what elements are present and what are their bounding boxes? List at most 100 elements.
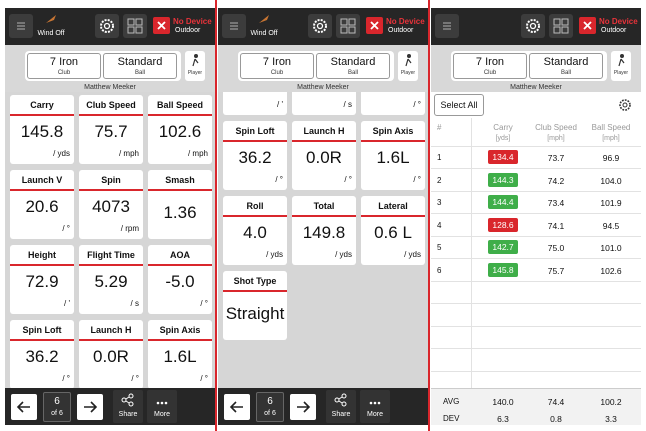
wind-icon[interactable]: [256, 11, 272, 27]
metric-tile[interactable]: Spin Axis 1.6L / °: [148, 320, 212, 388]
menu-button[interactable]: [435, 14, 459, 38]
metric-unit: / rpm: [120, 224, 139, 233]
previous-button[interactable]: [224, 394, 250, 420]
summary-footer: AVG 140.0 74.4 100.2 DEV 6.3 0.8 3.3: [431, 388, 641, 425]
metric-tile[interactable]: Smash 1.36: [148, 170, 212, 239]
more-label: More: [367, 411, 383, 418]
wind-icon[interactable]: [43, 11, 59, 27]
table-row-divider: [431, 168, 641, 169]
metric-tile[interactable]: Spin Loft 36.2/ °: [10, 320, 74, 388]
player-button[interactable]: Player: [398, 51, 418, 81]
carry-badge: 134.4: [488, 150, 518, 164]
selector-bar: 7 Iron Club Standard Ball Player Matthew Meek…: [218, 45, 428, 92]
club-selector[interactable]: 7 Iron Club: [27, 53, 101, 79]
club-selector[interactable]: 7 Iron Club: [453, 53, 527, 79]
next-button[interactable]: [77, 394, 103, 420]
metric-tile[interactable]: Lateral 0.6 L / yds: [361, 196, 425, 265]
club-caption: Club: [57, 70, 71, 76]
ball-selector[interactable]: Standard Ball: [103, 53, 177, 79]
metric-tile[interactable]: / °: [361, 92, 425, 115]
player-icon-glyph: [618, 54, 625, 67]
summary-cell: AVG: [443, 397, 460, 406]
layout-button[interactable]: [549, 14, 573, 38]
ball-selector[interactable]: Standard Ball: [316, 53, 390, 79]
metric-unit: / °: [344, 175, 352, 184]
metric-value: 149.8: [302, 223, 346, 242]
layout-button[interactable]: [336, 14, 360, 38]
metric-tile[interactable]: Spin Loft 36.2/ °: [223, 121, 287, 190]
metric-tile[interactable]: Launch H 0.0R / °: [79, 320, 143, 388]
metric-tile[interactable]: Launch V 20.6/ °: [10, 170, 74, 239]
shot-row[interactable]: 4 128.6 74.1 94.5: [431, 217, 641, 234]
club-selector[interactable]: 7 Iron Club: [240, 53, 314, 79]
metric-divider: [148, 114, 212, 116]
metric-tile[interactable]: Flight Time 5.29/ s: [79, 245, 143, 314]
metric-unit: / s: [130, 299, 139, 308]
metric-value: 72.9: [25, 272, 59, 291]
ball-selector[interactable]: Standard Ball: [529, 53, 603, 79]
more-button[interactable]: More: [360, 390, 390, 423]
metric-tile[interactable]: Shot Type Straight: [223, 271, 287, 340]
settings-button[interactable]: [95, 14, 119, 38]
metric-tile[interactable]: Roll 4.0 / yds: [223, 196, 287, 265]
metric-tile[interactable]: Ball Speed 102.6 / mph: [148, 95, 212, 164]
metric-divider: [79, 114, 143, 116]
shot-row[interactable]: 5 142.7 75.0 101.0: [431, 240, 641, 256]
settings-button[interactable]: [521, 14, 545, 38]
club-speed: 74.1: [547, 220, 565, 231]
shot-row[interactable]: 2 144.3 74.2 104.0: [431, 172, 641, 189]
share-label: Share: [118, 411, 138, 418]
metric-tile[interactable]: / s: [292, 92, 356, 115]
shot-row[interactable]: 1 134.4 73.7 96.9: [431, 150, 641, 166]
shot-row[interactable]: 6 145.8 75.7 102.6: [431, 262, 641, 279]
share-button[interactable]: Share: [113, 390, 143, 423]
metric-tile[interactable]: Launch H 0.0R / °: [292, 121, 356, 190]
device-status[interactable]: [153, 17, 170, 34]
table-row-divider: [431, 303, 641, 304]
shot-row[interactable]: 3 144.4 73.4 101.9: [431, 195, 641, 211]
layout-button[interactable]: [123, 14, 147, 38]
player-button[interactable]: Player: [611, 51, 631, 81]
player-icon-glyph: [192, 54, 199, 67]
select-all-button[interactable]: Select All: [434, 94, 484, 116]
previous-button[interactable]: [11, 394, 37, 420]
device-status[interactable]: [366, 17, 383, 34]
shot-total: of 6: [51, 410, 63, 417]
metric-tile[interactable]: Total 149.8 / yds: [292, 196, 356, 265]
table-column-divider: [471, 118, 472, 388]
selector-box: 7 Iron Club Standard Ball: [25, 51, 181, 81]
metric-value: 0.6 L: [374, 223, 412, 242]
content: Carry 145.8/ yds Club Speed 75.7/ mph Ball S…: [5, 92, 215, 388]
metric-value: 36.2: [25, 347, 59, 366]
player-button[interactable]: Player: [185, 51, 205, 81]
device-status[interactable]: [579, 17, 596, 34]
metric-tile[interactable]: AOA -5.0 / °: [148, 245, 212, 314]
summary-cell: 140.0: [492, 397, 514, 407]
carry-badge: 144.4: [488, 195, 518, 209]
ball-value: Standard: [330, 56, 376, 68]
selector-bar: 7 Iron Club Standard Ball Player Matthew Meek…: [431, 45, 641, 92]
column-header: Carry: [493, 123, 513, 132]
metric-tile[interactable]: Height 72.9 / ': [10, 245, 74, 314]
separator: [215, 0, 217, 431]
metric-unit: / °: [62, 224, 70, 233]
table-settings[interactable]: [617, 97, 633, 113]
settings-button[interactable]: [308, 14, 332, 38]
metric-tile[interactable]: Club Speed 75.7 / mph: [79, 95, 143, 164]
menu-button[interactable]: [9, 14, 33, 38]
metric-tile[interactable]: Spin 4073 / rpm: [79, 170, 143, 239]
menu-button[interactable]: [222, 14, 246, 38]
share-button[interactable]: Share: [326, 390, 356, 423]
metric-unit: / ': [64, 299, 70, 308]
metric-tile[interactable]: Spin Axis 1.6L / °: [361, 121, 425, 190]
shot-indicator: 6 of 6: [256, 392, 284, 422]
metric-label: Launch V: [21, 175, 63, 185]
more-button[interactable]: More: [147, 390, 177, 423]
next-button-glyph: [84, 401, 98, 413]
metric-tile[interactable]: Carry 145.8 / yds: [10, 95, 74, 164]
metric-tile[interactable]: / ': [223, 92, 287, 115]
next-button[interactable]: [290, 394, 316, 420]
ball-speed: 101.9: [600, 198, 622, 208]
metric-divider: [148, 189, 212, 191]
